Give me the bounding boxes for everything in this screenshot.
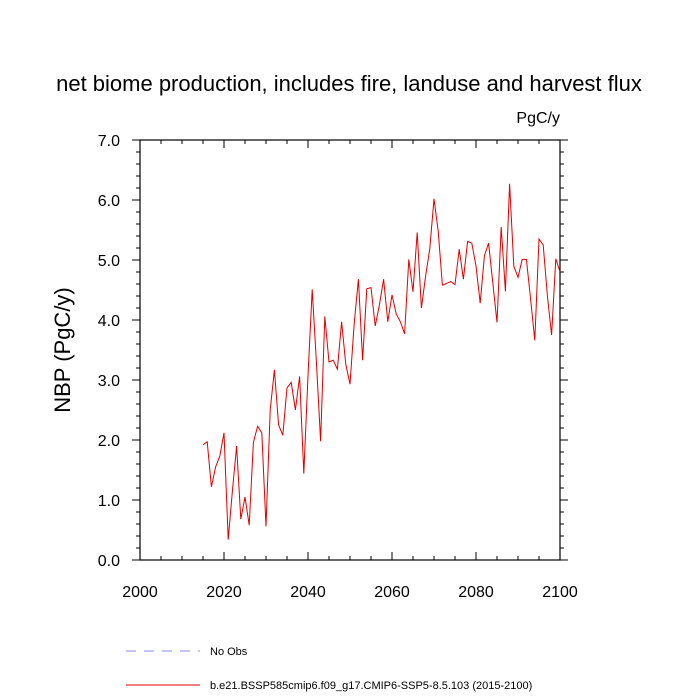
axis-ticks [132,139,568,561]
chart-title: net biome production, includes fire, lan… [56,71,642,96]
y-tick-label: 7.0 [98,133,120,150]
x-tick-label: 2080 [458,584,494,601]
y-tick-label: 1.0 [98,493,120,510]
x-tick-label: 2100 [542,584,578,601]
y-tick-label: 2.0 [98,433,120,450]
series-line-0 [202,183,561,540]
plot-frame [139,139,561,561]
series-layer [202,183,561,540]
y-axis-label: NBP (PgC/y) [50,287,75,413]
y-tick-label: 6.0 [98,193,120,210]
legend-label-0: b.e21.BSSP585cmip6.f09_g17.CMIP6-SSP5-8.… [210,680,532,692]
x-tick-label: 2060 [374,584,410,601]
x-tick-label: 2020 [206,584,242,601]
y-tick-label: 3.0 [98,373,120,390]
units-label: PgC/y [516,110,560,127]
y-tick-label: 4.0 [98,313,120,330]
legend: b.e21.BSSP585cmip6.f09_g17.CMIP6-SSP5-8.… [126,646,532,692]
y-tick-label: 0.0 [98,553,120,570]
y-tick-label: 5.0 [98,253,120,270]
axis-tick-labels: 2000 2020 2040 2060 2080 2100 0.0 1.0 2.0 3.0 4.0 5… [98,133,578,601]
x-tick-label: 2000 [122,584,158,601]
x-tick-label: 2040 [290,584,326,601]
legend-label-1: No Obs [210,646,248,658]
